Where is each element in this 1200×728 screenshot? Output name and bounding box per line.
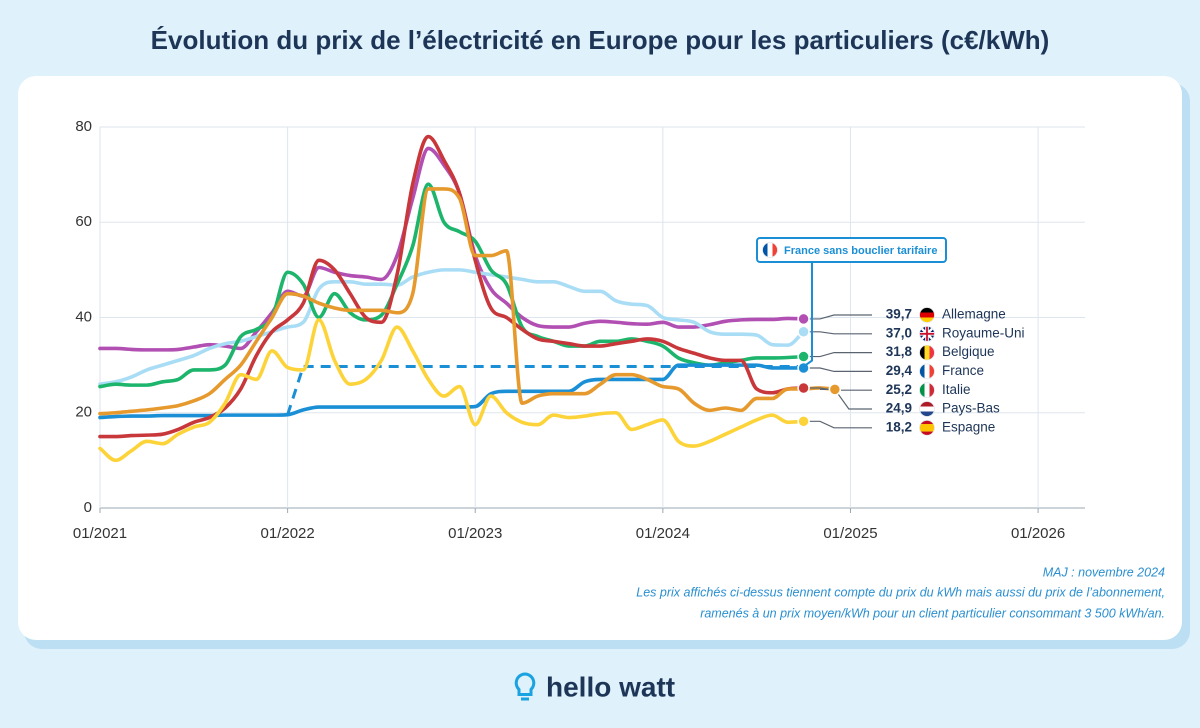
end-dot xyxy=(797,325,810,339)
value-label: 29,4 xyxy=(886,363,913,378)
flag-stripe xyxy=(929,345,935,361)
y-tick-label: 60 xyxy=(75,213,92,230)
callout-box xyxy=(756,237,947,263)
flag-stripe xyxy=(919,312,935,318)
leader-line xyxy=(803,367,872,372)
y-tick-label: 40 xyxy=(75,308,92,325)
flag-stripe xyxy=(767,242,773,258)
flag-stripe xyxy=(919,427,935,432)
flag-border xyxy=(919,307,935,323)
flag-stripe xyxy=(919,363,925,379)
flag-stripe xyxy=(919,411,935,417)
x-tick-label: 01/2022 xyxy=(261,525,315,542)
y-tick-label: 0 xyxy=(84,499,92,516)
flag-stripe xyxy=(762,242,768,258)
value-label: 18,2 xyxy=(886,419,912,434)
callout-label: France sans bouclier tarifaire xyxy=(784,245,937,257)
series-line xyxy=(98,187,837,416)
end-dot xyxy=(828,383,842,396)
logo-bulb xyxy=(514,672,536,696)
value-label: 31,8 xyxy=(886,344,913,359)
y-tick-label: 80 xyxy=(75,118,92,135)
leader-line xyxy=(803,420,872,429)
x-tick-label: 01/2025 xyxy=(823,525,877,542)
flag-stripe xyxy=(924,382,930,398)
x-tick-label: 01/2023 xyxy=(448,525,502,542)
value-label: 37,0 xyxy=(886,325,912,340)
value-label: 24,9 xyxy=(886,401,912,416)
flag xyxy=(919,420,935,436)
flag-border xyxy=(919,344,935,361)
series-line xyxy=(98,182,806,389)
logo: hello watt xyxy=(514,671,675,702)
flag-border xyxy=(919,363,935,380)
flag xyxy=(919,382,935,398)
series-line xyxy=(98,268,806,386)
flag-stripe xyxy=(919,406,935,412)
legend-label: Allemagne xyxy=(942,307,1006,322)
series-line xyxy=(98,318,806,463)
flag xyxy=(919,363,935,379)
flag-stripe xyxy=(929,382,935,398)
flag-border xyxy=(919,401,935,417)
annotation: ramenés à un prix moyen/kWh pour un clie… xyxy=(700,606,1165,620)
flag xyxy=(919,326,935,342)
legend-label: Italie xyxy=(942,382,971,397)
legend-label: Belgique xyxy=(942,344,995,359)
brand: hello watt xyxy=(546,671,675,702)
callout-connector xyxy=(802,262,813,368)
x-tick-label: 01/2021 xyxy=(73,525,127,542)
legend-label: Pays-Bas xyxy=(942,401,1000,416)
flag-stripe xyxy=(924,345,930,361)
plot: 0 20 40 60 80 01/2021 01/2022 01/2023 01/2024 01/… xyxy=(73,118,1085,542)
x-tick-label: 01/2024 xyxy=(636,525,690,542)
flag-stripe xyxy=(919,382,925,398)
annotation: MAJ : novembre 2024 xyxy=(1043,565,1165,579)
flag xyxy=(919,307,935,323)
flag-stripe xyxy=(919,424,935,428)
flag-stripe xyxy=(919,401,935,407)
value-label: 25,2 xyxy=(886,382,912,397)
y-tick-label: 20 xyxy=(75,404,92,421)
x-tick-label: 01/2026 xyxy=(1011,525,1065,542)
annotation: Les prix affichés ci-dessus tiennent com… xyxy=(636,585,1165,599)
legend-label: France xyxy=(942,363,984,378)
flag-stripe xyxy=(919,317,935,323)
flag-stripe xyxy=(919,431,935,436)
flag-stripe xyxy=(919,326,935,342)
legend-label: Espagne xyxy=(942,419,995,434)
flag-stripe xyxy=(919,307,935,313)
flag-border xyxy=(919,325,935,342)
flag-stripe xyxy=(924,363,930,379)
end-dot xyxy=(797,350,810,363)
flag-stripe xyxy=(919,420,935,425)
flag-border xyxy=(919,382,935,399)
card xyxy=(18,76,1182,640)
chart-title: Évolution du prix de l’électricité en Eu… xyxy=(151,25,1050,55)
end-dot xyxy=(797,415,810,428)
flag xyxy=(762,242,778,258)
leader-line xyxy=(820,388,872,410)
value-label: 39,7 xyxy=(886,307,912,322)
flag-border xyxy=(762,242,778,258)
flag xyxy=(919,345,935,361)
flag-stripe xyxy=(929,363,935,379)
flag-stripe xyxy=(772,242,778,258)
end-dot xyxy=(797,312,810,326)
legend-label: Royaume-Uni xyxy=(942,325,1025,340)
end-dot xyxy=(797,381,810,395)
flag-stripe xyxy=(919,345,925,361)
flag-border xyxy=(919,419,935,436)
flag xyxy=(919,401,935,417)
